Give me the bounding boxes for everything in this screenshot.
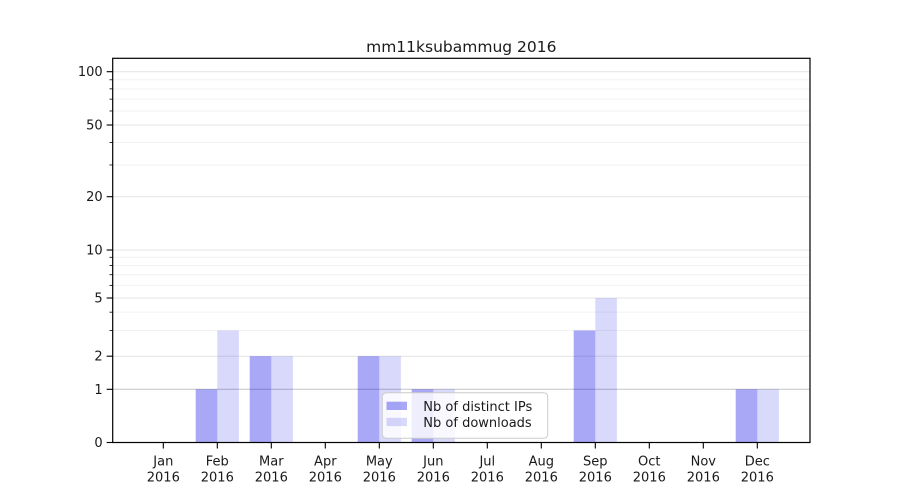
- x-tick-label-year-sep: 2016: [579, 471, 612, 486]
- legend-swatch-downloads-icon: [386, 417, 407, 427]
- y-tick-label-0: 0: [94, 436, 102, 451]
- x-tick-label-month-jun: Jun: [422, 455, 443, 470]
- y-tick-label-5: 5: [94, 292, 102, 307]
- bar-nb-of-downloads-feb: [217, 330, 239, 443]
- gridlines: [112, 71, 810, 390]
- chart-title: mm11ksubammug 2016: [366, 38, 556, 56]
- bar-nb-of-downloads-dec: [757, 389, 779, 443]
- x-tick-label-month-nov: Nov: [691, 455, 717, 470]
- x-tick-label-month-aug: Aug: [529, 455, 554, 470]
- bar-nb-of-distinct-ips-mar: [249, 356, 272, 443]
- y-tick-label-100: 100: [78, 65, 103, 80]
- x-tick-label-year-mar: 2016: [255, 471, 288, 486]
- x-tick-label-year-jun: 2016: [417, 471, 450, 486]
- x-tick-label-month-jul: Jul: [478, 455, 495, 470]
- legend: Nb of distinct IPs Nb of downloads: [381, 392, 549, 439]
- x-tick-label-year-jul: 2016: [471, 471, 504, 486]
- y-tick-label-10: 10: [86, 244, 103, 259]
- bar-nb-of-distinct-ips-may: [357, 356, 380, 443]
- x-tick-label-month-mar: Mar: [259, 455, 284, 470]
- bar-nb-of-distinct-ips-dec: [735, 389, 758, 443]
- x-tick-label-year-apr: 2016: [309, 471, 342, 486]
- legend-box: [381, 392, 549, 439]
- axis-labels: 0125102050100Jan2016Feb2016Mar2016Apr201…: [78, 65, 774, 485]
- x-tick-label-year-nov: 2016: [687, 471, 720, 486]
- legend-label-distinct-ips: Nb of distinct IPs: [423, 400, 532, 415]
- y-tick-label-20: 20: [86, 190, 103, 205]
- bar-nb-of-downloads-sep: [595, 298, 617, 443]
- x-tick-label-year-oct: 2016: [633, 471, 666, 486]
- y-tick-label-50: 50: [86, 119, 103, 134]
- x-tick-label-year-aug: 2016: [525, 471, 558, 486]
- axis-ticks: [106, 71, 758, 449]
- x-tick-label-year-jan: 2016: [147, 471, 180, 486]
- bar-nb-of-distinct-ips-sep: [573, 330, 596, 443]
- legend-swatch-distinct-ips-icon: [386, 401, 407, 410]
- legend-label-downloads: Nb of downloads: [423, 416, 532, 431]
- x-tick-label-year-may: 2016: [363, 471, 396, 486]
- x-tick-label-year-dec: 2016: [741, 471, 774, 486]
- bar-nb-of-distinct-ips-feb: [195, 389, 218, 443]
- x-tick-label-month-sep: Sep: [583, 455, 608, 470]
- y-tick-label-2: 2: [94, 350, 102, 365]
- x-tick-label-month-apr: Apr: [314, 455, 337, 470]
- x-tick-label-month-feb: Feb: [206, 455, 229, 470]
- x-tick-label-month-dec: Dec: [745, 455, 770, 470]
- x-tick-label-year-feb: 2016: [201, 471, 234, 486]
- x-tick-label-month-may: May: [366, 455, 393, 470]
- bar-nb-of-downloads-mar: [271, 356, 293, 443]
- y-tick-label-1: 1: [94, 383, 102, 398]
- x-tick-label-month-oct: Oct: [638, 455, 660, 470]
- x-tick-label-month-jan: Jan: [152, 455, 173, 470]
